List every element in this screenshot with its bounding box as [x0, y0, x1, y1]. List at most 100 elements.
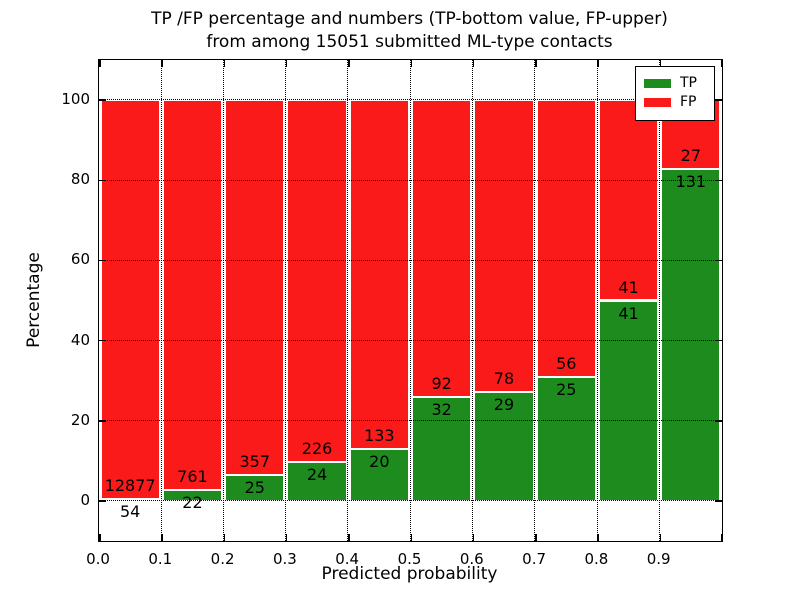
x-tick-mark [348, 60, 350, 67]
legend-item-tp: TP [644, 75, 706, 92]
v-gridline [285, 60, 287, 541]
bar-segment-tp [349, 448, 409, 501]
y-tick-mark [99, 500, 106, 502]
fp-count-label: 12877 [104, 476, 156, 496]
x-tick-mark [161, 534, 163, 541]
legend-label-fp: FP [680, 94, 697, 110]
tp-count-label: 25 [556, 380, 577, 400]
chart-title-line2: from among 15051 submitted ML-type conta… [206, 32, 613, 52]
tp-count-label: 24 [306, 465, 328, 485]
tp-count-label: 22 [182, 492, 203, 512]
fp-count-label: 41 [618, 277, 639, 297]
h-gridline [99, 420, 722, 421]
y-tick-mark [99, 420, 106, 422]
x-tick-mark [535, 60, 537, 67]
fp-count-label: 133 [364, 425, 395, 445]
h-gridline [99, 99, 722, 101]
y-axis-label: Percentage [24, 252, 44, 348]
y-tick-mark [715, 420, 722, 422]
v-gridline [596, 60, 598, 541]
x-tick-mark [223, 534, 226, 541]
x-axis-label: Predicted probability [321, 564, 498, 584]
fp-count-label: 761 [177, 466, 208, 486]
bar-segment-tp [598, 300, 659, 501]
x-tick-mark [285, 534, 288, 541]
y-tick-mark [715, 339, 722, 342]
x-tick-label: 0.2 [210, 550, 235, 568]
x-tick-label: 0.6 [459, 550, 484, 568]
bar-segment-fp [225, 100, 285, 475]
fp-count-label: 226 [301, 439, 333, 459]
y-tick-mark [99, 99, 106, 101]
x-tick-label: 0.4 [335, 550, 360, 568]
x-tick-mark [410, 60, 412, 67]
x-tick-mark [720, 60, 722, 67]
y-tick-label: 80 [70, 170, 90, 189]
bar-segment-fp [100, 100, 160, 500]
fp-count-label: 357 [239, 451, 271, 471]
fp-count-label: 92 [431, 374, 452, 394]
x-tick-mark [472, 534, 475, 541]
fp-count-label: 27 [680, 145, 702, 165]
x-tick-mark [348, 534, 350, 541]
h-gridline [99, 339, 722, 341]
legend-swatch-tp [644, 79, 671, 88]
v-gridline [534, 60, 536, 541]
chart-title: TP /FP percentage and numbers (TP-bottom… [98, 8, 721, 54]
tp-count-label: 131 [675, 171, 707, 191]
y-tick-label: 60 [70, 250, 90, 269]
legend-item-fp: FP [644, 94, 706, 111]
tp-count-label: 29 [493, 395, 515, 415]
x-tick-label: 0.1 [148, 550, 173, 568]
h-gridline [99, 500, 722, 502]
plot-area: TP FP 12877 54 761 22 357 25 226 24 133 20 92 32 78 29… [98, 59, 723, 542]
v-gridline [160, 60, 162, 541]
v-gridline [658, 60, 660, 541]
tp-count-label: 20 [369, 451, 390, 471]
x-tick-mark [472, 60, 475, 67]
x-tick-mark [285, 60, 288, 67]
y-tick-label: 20 [70, 410, 90, 429]
x-tick-label: 0.0 [86, 550, 110, 568]
x-tick-mark [597, 534, 599, 541]
x-tick-label: 0.8 [584, 550, 609, 568]
x-tick-mark [720, 534, 722, 541]
legend-box: TP FP [635, 66, 715, 121]
y-tick-label: 100 [61, 90, 90, 109]
bar-segment-tp [661, 168, 721, 501]
x-tick-label: 0.3 [272, 550, 297, 568]
y-tick-mark [99, 259, 106, 262]
y-tick-mark [715, 500, 722, 502]
y-tick-mark [99, 179, 106, 181]
y-tick-mark [99, 339, 106, 342]
bar-segment-fp [412, 100, 472, 398]
y-tick-mark [715, 99, 722, 101]
x-tick-mark [410, 534, 412, 541]
chart-title-line1: TP /FP percentage and numbers (TP-bottom… [151, 9, 668, 29]
x-tick-label: 0.7 [522, 550, 547, 568]
tp-count-label: 54 [119, 502, 141, 522]
v-gridline [409, 60, 411, 541]
bar-segment-tp [287, 462, 347, 501]
y-tick-label: 0 [80, 490, 90, 509]
x-tick-mark [99, 534, 101, 541]
x-tick-label: 0.5 [397, 550, 422, 568]
bar-segment-fp [474, 100, 534, 393]
h-gridline [99, 259, 722, 261]
v-gridline [222, 60, 224, 541]
v-gridline [472, 60, 474, 541]
y-tick-label: 40 [70, 330, 90, 349]
x-tick-mark [659, 534, 662, 541]
fp-count-label: 56 [556, 354, 577, 374]
tp-count-label: 25 [244, 477, 265, 497]
x-tick-mark [659, 60, 662, 67]
x-tick-mark [223, 60, 226, 67]
legend-swatch-fp [644, 98, 671, 107]
tp-count-label: 32 [431, 400, 452, 420]
y-tick-mark [715, 179, 722, 181]
h-gridline [99, 179, 722, 181]
v-gridline [347, 60, 349, 541]
bar-segment-tp [225, 474, 285, 501]
y-tick-mark [715, 259, 722, 262]
bar-segment-fp [598, 100, 659, 301]
